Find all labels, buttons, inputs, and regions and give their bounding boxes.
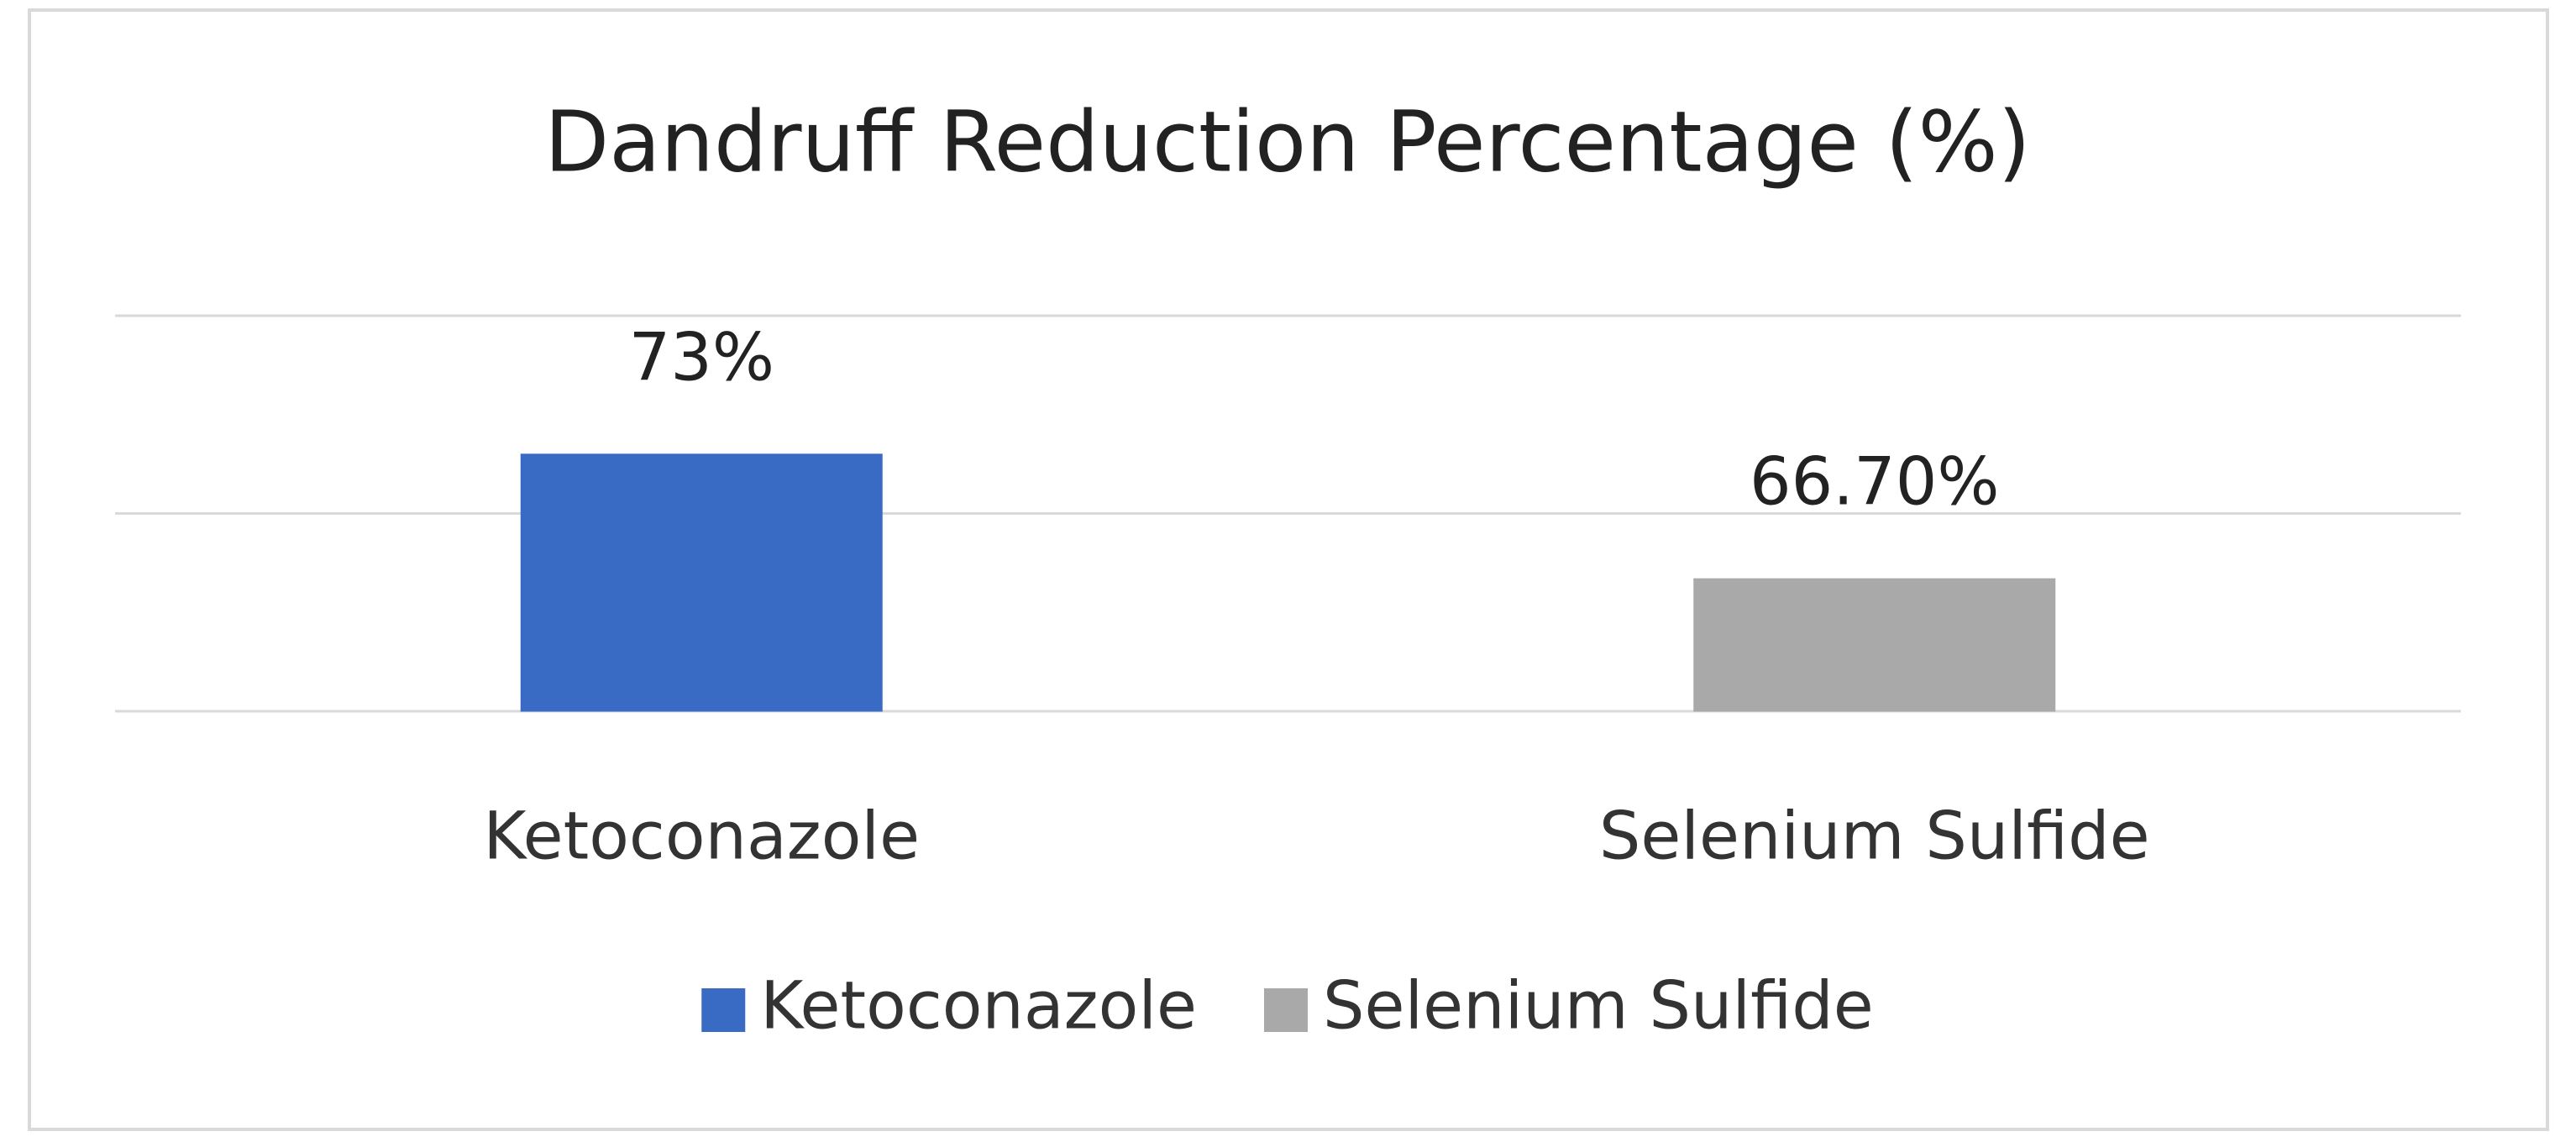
x-tick-label: Ketoconazole bbox=[483, 799, 920, 874]
legend-swatch bbox=[1264, 988, 1308, 1032]
bar bbox=[1693, 578, 2056, 712]
legend-label: Ketoconazole bbox=[760, 968, 1197, 1044]
data-label: 66.70% bbox=[1750, 445, 1999, 521]
data-label: 73% bbox=[629, 320, 774, 395]
chart-title: Dandruff Reduction Percentage (%) bbox=[544, 92, 2030, 191]
bar bbox=[520, 453, 883, 712]
legend-label: Selenium Sulfide bbox=[1323, 968, 1874, 1044]
x-tick-label: Selenium Sulfide bbox=[1599, 799, 2150, 874]
legend-swatch bbox=[701, 988, 746, 1032]
chart-frame bbox=[28, 8, 2549, 1131]
